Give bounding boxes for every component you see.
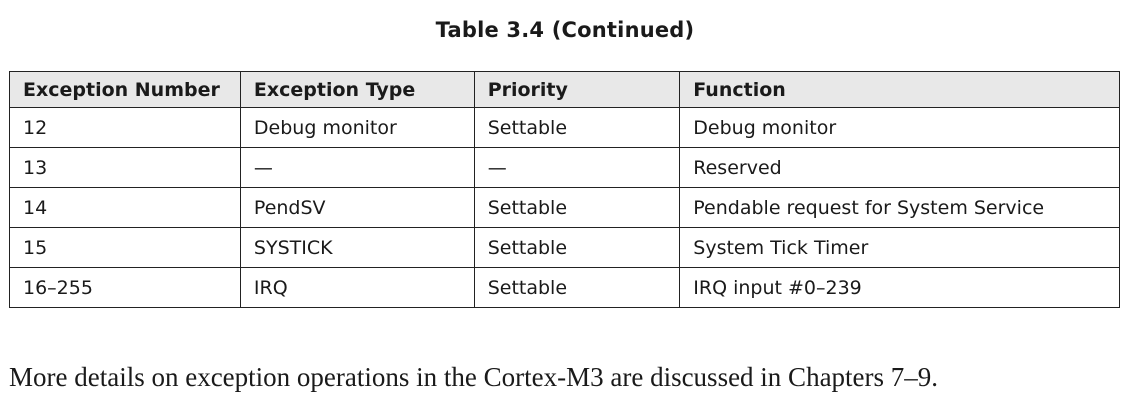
header-exception-type: Exception Type [239,71,475,108]
table-row: 13 — — Reserved [9,147,1120,188]
cell-exception-number: 14 [9,187,241,228]
cell-exception-number: 16–255 [9,267,241,308]
cell-function: Debug monitor [679,107,1120,148]
cell-function: System Tick Timer [679,227,1120,268]
cell-priority: Settable [473,107,681,148]
body-paragraph: More details on exception operations in … [9,362,939,392]
cell-exception-number: 13 [9,147,241,188]
cell-priority: Settable [473,267,681,308]
header-function: Function [679,71,1120,108]
cell-function: IRQ input #0–239 [679,267,1120,308]
cell-priority: Settable [473,187,681,228]
cell-exception-type: SYSTICK [239,227,475,268]
table-row: 12 Debug monitor Settable Debug monitor [9,107,1120,148]
table-caption: Table 3.4 (Continued) [435,18,695,42]
table-header-row: Exception Number Exception Type Priority… [9,71,1120,108]
cell-priority: Settable [473,227,681,268]
cell-exception-type: IRQ [239,267,475,308]
header-exception-number: Exception Number [9,71,241,108]
cell-function: Reserved [679,147,1120,188]
exception-table: Exception Number Exception Type Priority… [9,71,1120,308]
table-row: 16–255 IRQ Settable IRQ input #0–239 [9,267,1120,308]
cell-exception-type: Debug monitor [239,107,475,148]
table-row: 15 SYSTICK Settable System Tick Timer [9,227,1120,268]
header-priority: Priority [473,71,681,108]
cell-exception-type: PendSV [239,187,475,228]
cell-exception-type: — [239,147,475,188]
cell-priority: — [473,147,681,188]
cell-exception-number: 15 [9,227,241,268]
cell-function: Pendable request for System Service [679,187,1120,228]
cell-exception-number: 12 [9,107,241,148]
table-row: 14 PendSV Settable Pendable request for … [9,187,1120,228]
